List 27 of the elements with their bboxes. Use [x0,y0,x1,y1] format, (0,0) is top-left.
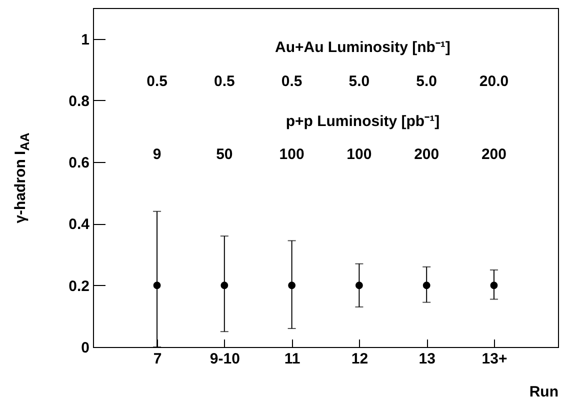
x-tick-label: 11 [284,350,300,368]
y-tick-label: 1 [81,31,90,48]
y-tick-label: 0.6 [68,154,90,172]
annotation: p+p Luminosity [pb⁻¹] [286,113,440,130]
annotation: 0.5 [281,73,302,90]
annotation: 0.5 [214,73,235,90]
x-tick-label: 13+ [482,350,508,368]
x-tick-label: 7 [153,350,162,368]
annotation: 50 [216,146,233,163]
annotation: 9 [152,146,162,163]
x-tick-label: 13 [418,350,436,368]
y-tick-label: 0.8 [68,92,90,110]
annotation: 200 [481,146,506,163]
x-tick-label: 9-10 [210,350,240,368]
x-axis-title: Run [529,384,558,400]
annotation: 0.5 [146,73,168,90]
annotation: 20.0 [479,73,509,90]
annotation: 5.0 [416,73,438,90]
annotation: 100 [346,146,372,163]
y-tick-label: 0.4 [68,216,90,234]
annotation: 100 [279,146,304,163]
x-tick-label: 12 [351,350,368,368]
annotation: Au+Au Luminosity [nb⁻¹] [274,39,450,56]
y-tick-label: 0.2 [68,278,90,295]
annotation: 5.0 [348,73,370,90]
annotation: 200 [414,146,440,163]
y-tick-label: 0 [81,340,90,356]
